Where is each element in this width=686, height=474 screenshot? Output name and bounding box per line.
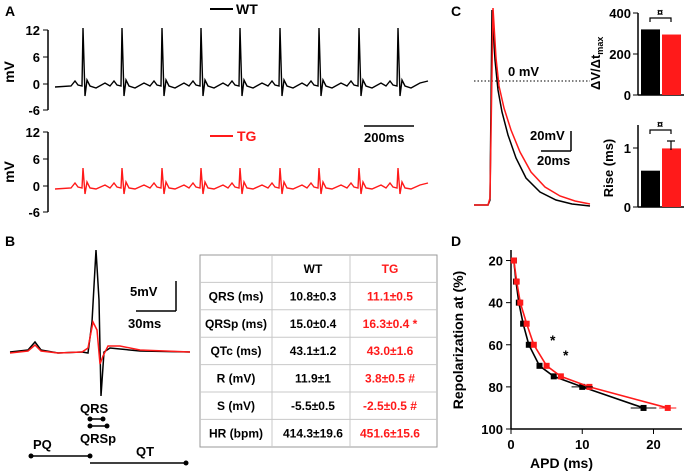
table-cell-r0-c2: 11.1±0.5 (367, 289, 413, 303)
d-xtick-10: 10 (575, 437, 589, 452)
table-cell-r2-c2: 43.0±1.6 (367, 344, 414, 358)
d-ytick-40: 40 (489, 296, 503, 311)
panel-d-label: D (451, 233, 461, 249)
c-scale-bar: 20mV 20ms (530, 128, 572, 168)
tg-legend-label: TG (237, 128, 257, 144)
bar1-tg (662, 34, 681, 95)
table-cell-r2-c0: QTc (ms) (210, 344, 261, 358)
b-scale-bar: 5mV 30ms (128, 281, 177, 331)
d-point-TG-5 (543, 362, 550, 369)
tg-tick-m6: -6 (28, 205, 40, 220)
bar2-tg (662, 148, 681, 207)
bar1-tick-400: 400 (609, 6, 631, 21)
d-line-WT (513, 260, 644, 409)
zero-mv-label: 0 mV (508, 64, 539, 79)
d-point-TG-2 (517, 299, 524, 306)
table-header-1: WT (304, 262, 323, 276)
tg-ecg-trace (54, 167, 429, 195)
bar2-sig: ¤ (657, 119, 663, 131)
bar1-tick-0: 0 (624, 88, 631, 103)
d-point-TG-3 (523, 320, 530, 327)
table-cell-r1-c1: 15.0±0.4 (290, 317, 337, 331)
panel-b-label: B (5, 233, 15, 249)
table-cell-r5-c1: 414.3±19.6 (283, 426, 343, 440)
b-intervals: QRS QRSp PQ QT (28, 401, 189, 466)
panel-c-label: C (451, 3, 461, 19)
table-cell-r3-c2: 3.8±0.5 # (365, 372, 415, 386)
c-scale-v: 20mV (530, 128, 565, 143)
d-star-2: * (563, 347, 569, 363)
d-xtick-20: 20 (646, 437, 660, 452)
bar2-tick-1: 1 (624, 141, 631, 156)
b-wt-beat (9, 249, 191, 397)
table-cell-r5-c2: 451.6±15.6 (360, 426, 420, 440)
d-point-TG-4 (530, 341, 537, 348)
d-point-TG-0 (510, 257, 517, 264)
table-cell-r0-c1: 10.8±0.3 (290, 289, 337, 303)
d-ytick-60: 60 (489, 338, 503, 353)
wt-tick-12: 12 (26, 23, 40, 38)
b-tg-beat (9, 319, 191, 365)
interval-qrs-label: QRS (80, 401, 109, 416)
table-cell-r3-c1: 11.9±1 (295, 372, 331, 386)
bar1-wt (641, 29, 660, 95)
table-cell-r4-c2: -2.5±0.5 # (363, 399, 417, 413)
b-scale-t: 30ms (128, 316, 161, 331)
bar-chart-rise: 1 0 Rise (ms) ¤ (601, 119, 684, 215)
d-ylabel: Repolarization at (%) (450, 271, 466, 409)
table-header-2: TG (382, 262, 399, 276)
table-cell-r3-c0: R (mV) (217, 372, 256, 386)
table-cell-r1-c0: QRSp (ms) (205, 317, 267, 331)
d-ytick-100: 100 (481, 422, 503, 437)
d-point-WT-3 (520, 320, 527, 327)
table-cell-r2-c1: 43.1±1.2 (290, 344, 337, 358)
d-point-WT-5 (536, 362, 543, 369)
c-tg-ap (474, 7, 591, 206)
wt-ecg-trace (54, 27, 429, 97)
d-ytick-20: 20 (489, 254, 503, 269)
wt-tick-6: 6 (33, 50, 40, 65)
bar2-tick-0: 0 (624, 200, 631, 215)
d-point-TG-1 (513, 278, 520, 285)
wt-y-label: mV (1, 60, 17, 82)
table-cell-r5-c0: HR (bpm) (209, 426, 263, 440)
d-plot (510, 257, 677, 411)
bar1-ylabel: ΔV/Δtmax (588, 37, 605, 90)
panel-a-tg-axis: 12 6 0 -6 mV (1, 125, 49, 220)
interval-qrsp-label: QRSp (80, 431, 116, 446)
panel-a-wt-axis: 12 6 0 -6 mV (1, 23, 49, 118)
bar1-sig: ¤ (657, 7, 663, 19)
tg-y-label: mV (1, 160, 17, 182)
bar2-wt (641, 170, 660, 207)
d-point-WT-6 (550, 373, 557, 380)
tg-tick-0: 0 (33, 179, 40, 194)
panel-a-scale-label: 200ms (364, 130, 404, 145)
panel-a-label: A (5, 3, 15, 19)
d-ytick-80: 80 (489, 380, 503, 395)
tg-tick-6: 6 (33, 152, 40, 167)
table-cell-r4-c0: S (mV) (217, 399, 255, 413)
table-cell-r0-c0: QRS (ms) (209, 289, 264, 303)
d-star-1: * (550, 332, 556, 348)
bar2-ylabel: Rise (ms) (601, 139, 616, 198)
wt-legend-label: WT (236, 1, 258, 17)
wt-tick-m6: -6 (28, 103, 40, 118)
bar-chart-dvdt: 400 200 0 ΔV/Δtmax ¤ (588, 6, 684, 103)
interval-pq-label: PQ (33, 437, 52, 452)
b-scale-v: 5mV (130, 284, 158, 299)
table-cell-r1-c2: 16.3±0.4 * (363, 317, 418, 331)
d-point-TG-6 (557, 373, 564, 380)
interval-qt-label: QT (136, 444, 154, 459)
d-point-WT-4 (525, 341, 532, 348)
b-table: WT TG QRS (ms) 10.8±0.3 11.1±0.5 QRSp (ms) 15.… (199, 254, 438, 448)
bar1-tick-200: 200 (609, 47, 631, 62)
table-cell-r4-c1: -5.5±0.5 (291, 399, 335, 413)
d-xtick-0: 0 (507, 437, 514, 452)
d-xlabel: APD (ms) (530, 455, 593, 471)
c-scale-t: 20ms (537, 153, 570, 168)
tg-tick-12: 12 (26, 125, 40, 140)
d-axes: 0 10 20 20 40 60 80 100 APD (ms) Repolarization… (450, 250, 682, 471)
wt-tick-0: 0 (33, 77, 40, 92)
